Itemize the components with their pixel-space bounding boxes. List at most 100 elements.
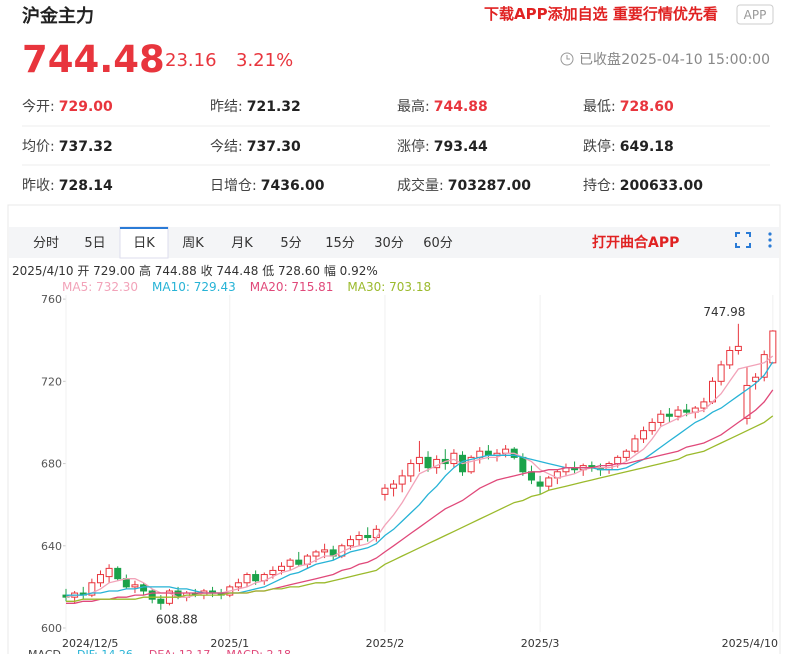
macd-legend: DEA: 12.17 bbox=[149, 648, 210, 654]
ma-line bbox=[66, 389, 774, 604]
app-badge-box[interactable] bbox=[736, 4, 774, 25]
candle-body bbox=[640, 430, 648, 440]
candle-body bbox=[390, 483, 398, 489]
candle-body bbox=[312, 551, 320, 557]
title: 沪金主力 bbox=[22, 5, 94, 27]
status: 已收盘 bbox=[579, 51, 621, 68]
stat-label: 昨结: bbox=[210, 99, 243, 115]
legend-entry: MA30: 703.18 bbox=[347, 280, 431, 294]
candle-body bbox=[321, 549, 329, 553]
stat-value: 200633.00 bbox=[620, 178, 704, 194]
tab[interactable]: 5日 bbox=[84, 236, 105, 251]
ma-line bbox=[65, 355, 774, 598]
candle-body bbox=[752, 376, 760, 382]
stat-label: 最低: bbox=[583, 99, 616, 115]
app-badge[interactable]: APP bbox=[744, 8, 767, 22]
legend-entry: MA5: 732.30 bbox=[62, 280, 138, 294]
tab[interactable]: 60分 bbox=[423, 236, 453, 251]
tab[interactable]: 分时 bbox=[33, 236, 59, 251]
candle-body bbox=[450, 452, 458, 465]
legend-entry: MA10: 729.43 bbox=[152, 280, 236, 294]
x-tick-label: 2025/1 bbox=[210, 637, 249, 650]
candle-body bbox=[545, 477, 553, 487]
stat-value: 728.60 bbox=[620, 99, 674, 115]
stat-label: 今开: bbox=[22, 99, 55, 115]
candle-body bbox=[114, 567, 122, 580]
candle-body bbox=[734, 345, 742, 351]
tab[interactable]: 15分 bbox=[325, 236, 355, 251]
stat-label: 持仓: bbox=[583, 178, 616, 194]
y-tick-label: 640 bbox=[41, 540, 62, 553]
stat-value: 703287.00 bbox=[448, 178, 532, 194]
candle-body bbox=[398, 475, 406, 485]
candle-body bbox=[131, 584, 139, 588]
y-tick-label: 680 bbox=[41, 458, 62, 471]
tab[interactable]: 5分 bbox=[280, 236, 301, 251]
candle-body bbox=[269, 569, 277, 576]
candle-body bbox=[683, 409, 691, 413]
stat-label: 日增仓: bbox=[210, 178, 257, 194]
more-icon[interactable] bbox=[768, 232, 772, 248]
y-tick-label: 720 bbox=[41, 375, 62, 388]
candle-body bbox=[278, 565, 285, 571]
change-pct: 3.21% bbox=[236, 50, 293, 71]
candle-body bbox=[709, 380, 716, 403]
max-label: 747.98 bbox=[703, 305, 745, 319]
stat-value: 728.14 bbox=[59, 178, 113, 194]
candle-body bbox=[467, 456, 475, 473]
candle-body bbox=[286, 559, 294, 567]
macd-legend: DIF: 14.26 bbox=[77, 648, 133, 654]
candle-body bbox=[96, 574, 104, 584]
candle-body bbox=[700, 401, 708, 409]
candle-body bbox=[243, 574, 251, 584]
x-tick-label: 2025/3 bbox=[521, 637, 560, 650]
candle-body bbox=[674, 409, 682, 417]
x-tick-label: 2025/2 bbox=[366, 637, 405, 650]
change: 23.16 bbox=[165, 50, 217, 71]
stat-label: 昨收: bbox=[22, 178, 55, 194]
candle-body bbox=[760, 354, 768, 378]
macd-legend: MACD: 2.18 bbox=[226, 648, 291, 654]
tab[interactable]: 30分 bbox=[374, 236, 404, 251]
stat-label: 最高: bbox=[397, 98, 430, 115]
candle-body bbox=[148, 590, 156, 600]
candle-body bbox=[726, 349, 734, 366]
stat-label: 均价: bbox=[22, 139, 55, 155]
candle-body bbox=[657, 413, 665, 423]
price: 744.48 bbox=[22, 38, 165, 81]
fullscreen-icon[interactable] bbox=[735, 232, 751, 248]
clock-hand bbox=[566, 55, 570, 60]
ma-line bbox=[66, 415, 774, 602]
candle-body bbox=[631, 438, 639, 452]
clock-icon bbox=[560, 52, 574, 66]
candle-body bbox=[648, 421, 656, 432]
candle-body bbox=[381, 487, 389, 495]
candle-body bbox=[614, 456, 622, 465]
x-tick-label: 2025/4/10 bbox=[722, 637, 778, 650]
candle-body bbox=[157, 598, 165, 604]
candle-body bbox=[234, 582, 242, 588]
stat-label: 成交量: bbox=[397, 177, 444, 194]
candle-body bbox=[424, 456, 432, 469]
open-app[interactable]: 打开曲合APP bbox=[592, 234, 679, 251]
candle-body bbox=[105, 567, 113, 578]
candle-body bbox=[88, 582, 96, 596]
tab[interactable]: 月K bbox=[231, 236, 253, 251]
candle-body bbox=[527, 471, 535, 481]
candle-body bbox=[122, 578, 130, 588]
tab-active-bg[interactable] bbox=[119, 226, 169, 259]
stat-value: 649.18 bbox=[620, 139, 674, 155]
tab[interactable]: 日K bbox=[133, 236, 155, 251]
macd-legend: MACD bbox=[28, 648, 61, 654]
candle-body bbox=[407, 463, 415, 477]
promo[interactable]: 下载APP添加自选 重要行情优先看 bbox=[484, 5, 718, 23]
tab[interactable]: 周K bbox=[182, 236, 204, 251]
candle-body bbox=[415, 456, 423, 465]
candle-body bbox=[665, 413, 673, 417]
time: 2025-04-10 15:00:00 bbox=[621, 52, 770, 68]
stat-value: 793.44 bbox=[434, 139, 488, 155]
stat-value: 721.32 bbox=[247, 99, 301, 115]
stat-value: 7436.00 bbox=[261, 178, 325, 194]
